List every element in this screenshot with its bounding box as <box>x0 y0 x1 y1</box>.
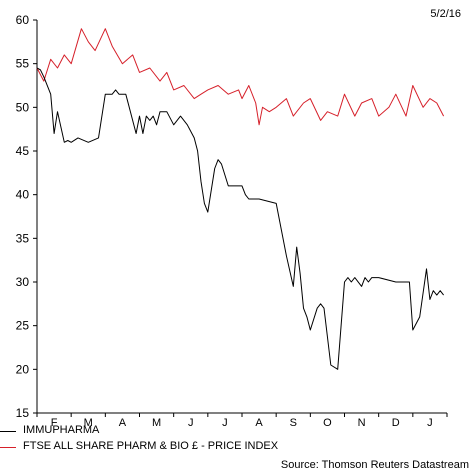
x-tick-label: D <box>392 417 400 429</box>
legend-label-ftse: FTSE ALL SHARE PHARM & BIO £ - PRICE IND… <box>23 440 279 452</box>
series-line-immupharma <box>36 67 444 370</box>
x-tick-label: S <box>290 417 297 429</box>
y-tick-label: 50 <box>16 100 30 114</box>
legend-item-ftse: FTSE ALL SHARE PHARM & BIO £ - PRICE IND… <box>0 439 475 455</box>
legend-swatch-ftse <box>0 447 16 448</box>
x-tick-label: A <box>255 417 263 429</box>
series-line-ftse <box>36 28 445 126</box>
y-tick-label: 25 <box>16 319 30 333</box>
legend-label-immupharma: IMMUPHARMA <box>23 424 100 436</box>
y-tick-label: 30 <box>16 275 30 289</box>
x-tick-label: F <box>51 417 58 429</box>
x-tick-label: A <box>119 417 127 429</box>
x-tick-label: J <box>188 417 194 429</box>
y-tick-label: 60 <box>16 13 30 27</box>
x-tick-label: O <box>323 417 332 429</box>
x-tick-label: M <box>84 417 93 429</box>
y-tick-label: 55 <box>16 57 30 71</box>
series-lines <box>36 28 445 370</box>
chart-axes <box>36 20 447 414</box>
x-tick-label: N <box>358 417 366 429</box>
x-tick-label: J <box>427 417 433 429</box>
y-tick-label: 45 <box>16 144 30 158</box>
x-tick-label: J <box>222 417 228 429</box>
y-tick-label: 15 <box>16 406 30 420</box>
y-axis-ticks: 15 20 25 30 35 40 45 50 55 60 <box>16 13 37 420</box>
legend: IMMUPHARMA FTSE ALL SHARE PHARM & BIO £ … <box>0 423 475 455</box>
source-note: Source: Thomson Reuters Datastream <box>280 459 469 471</box>
legend-swatch-immupharma <box>0 431 16 432</box>
x-tick-label: M <box>152 417 161 429</box>
y-tick-label: 20 <box>16 362 30 376</box>
y-tick-label: 35 <box>16 231 30 245</box>
chart-date: 5/2/16 <box>430 8 461 20</box>
legend-item-immupharma: IMMUPHARMA <box>0 423 475 439</box>
y-tick-label: 40 <box>16 188 30 202</box>
